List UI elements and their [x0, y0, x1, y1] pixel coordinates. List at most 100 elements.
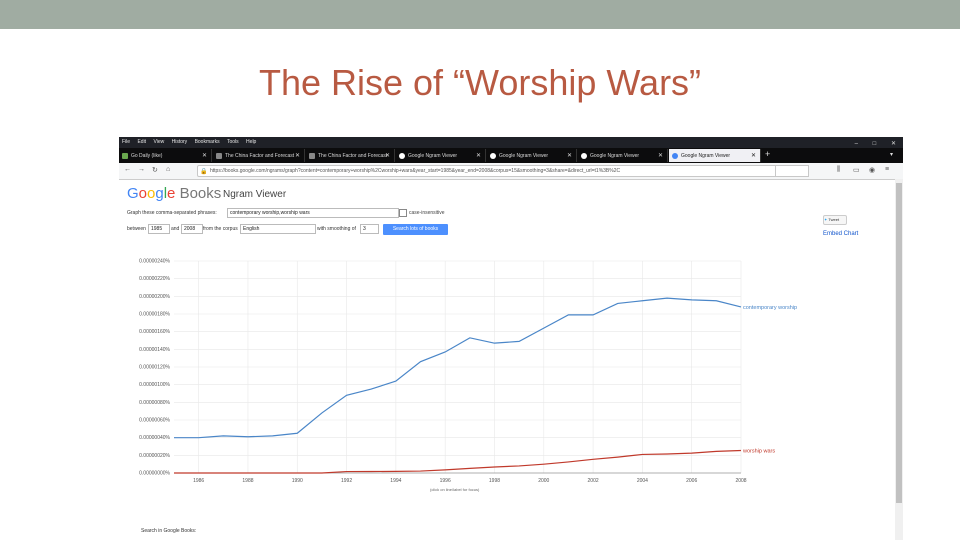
- close-tab-icon[interactable]: ✕: [294, 153, 300, 159]
- tab-favicon-icon: [122, 152, 128, 159]
- menu-edit[interactable]: Edit: [137, 139, 147, 145]
- tab-label: The China Factor and Forecast: [318, 152, 388, 159]
- slide-top-bar: [0, 0, 960, 29]
- close-tab-icon[interactable]: ✕: [201, 153, 207, 159]
- close-tab-icon[interactable]: ✕: [750, 153, 756, 159]
- x-tick-label: 2002: [588, 478, 599, 484]
- tab-favicon-icon: [399, 152, 405, 159]
- close-tab-icon[interactable]: ✕: [657, 153, 663, 159]
- tweet-label: Tweet: [828, 217, 840, 222]
- and-label: and: [171, 226, 180, 232]
- series-label-1: contemporary worship: [743, 305, 797, 311]
- close-tab-icon[interactable]: ✕: [566, 153, 572, 159]
- series-label-2: worship wars: [742, 448, 775, 454]
- tab-1[interactable]: Go Daily (like) ✕: [119, 149, 212, 162]
- y-tick-label: 0.00000060%: [139, 418, 170, 424]
- smoothing-label: with smoothing of: [317, 226, 356, 232]
- tab-favicon-icon: [581, 152, 587, 159]
- tab-list-icon[interactable]: ▾: [889, 152, 893, 158]
- series-line-1: [174, 297, 742, 439]
- case-insensitive-checkbox[interactable]: [399, 209, 407, 217]
- window-controls: – □ ✕: [845, 138, 899, 147]
- minimize-icon[interactable]: –: [854, 141, 858, 147]
- tab-favicon-icon: [672, 152, 678, 159]
- tab-label: Go Daily (like): [131, 152, 163, 159]
- menu-bar: File Edit View History Bookmarks Tools H…: [119, 137, 903, 148]
- x-tick-label: 1996: [440, 478, 451, 484]
- chart-credit: (click on line/label for focus): [430, 487, 480, 492]
- y-tick-label: 0.00000020%: [139, 453, 170, 459]
- x-tick-label: 2008: [735, 478, 746, 484]
- y-tick-label: 0.00000100%: [139, 382, 170, 388]
- menu-help[interactable]: Help: [246, 139, 257, 145]
- case-insensitive-label: case-insensitive: [409, 210, 445, 216]
- x-tick-label: 2006: [686, 478, 697, 484]
- library-icon[interactable]: ⫼: [837, 166, 841, 173]
- browser-screenshot: File Edit View History Bookmarks Tools H…: [119, 137, 903, 540]
- y-tick-label: 0.00000200%: [139, 294, 170, 300]
- browser-search-box[interactable]: [775, 165, 809, 177]
- tab-4[interactable]: Google Ngram Viewer ✕: [396, 149, 486, 162]
- close-window-icon[interactable]: ✕: [890, 141, 896, 147]
- y-tick-label: 0.00000000%: [139, 471, 170, 477]
- forward-icon[interactable]: →: [138, 166, 145, 173]
- lock-icon: 🔒: [200, 169, 208, 175]
- y-tick-label: 0.00000080%: [139, 400, 170, 406]
- menu-file[interactable]: File: [122, 139, 131, 145]
- hamburger-menu-icon[interactable]: ≡: [885, 166, 890, 173]
- ngram-viewer-title: Ngram Viewer: [223, 189, 287, 200]
- start-year-input[interactable]: 1985: [148, 224, 170, 234]
- tab-label: Google Ngram Viewer: [408, 152, 458, 159]
- tab-7-active[interactable]: Google Ngram Viewer ✕: [669, 149, 761, 162]
- y-tick-label: 0.00000040%: [139, 435, 170, 441]
- tab-label: Google Ngram Viewer: [590, 152, 640, 159]
- tab-label: The China Factor and Forecast: [225, 152, 295, 159]
- address-bar[interactable]: https://books.google.com/ngrams/graph?co…: [197, 165, 785, 177]
- scrollbar-thumb[interactable]: [896, 183, 902, 503]
- tab-favicon-icon: [216, 152, 222, 159]
- corpus-label: from the corpus: [203, 226, 238, 232]
- new-tab-icon[interactable]: +: [765, 149, 771, 159]
- y-tick-label: 0.00000140%: [139, 347, 170, 353]
- x-tick-label: 1992: [341, 478, 352, 484]
- end-year-input[interactable]: 2008: [181, 224, 203, 234]
- search-books-button[interactable]: Search lots of books: [383, 224, 448, 235]
- menu-tools[interactable]: Tools: [226, 139, 239, 145]
- query-input[interactable]: contemporary worship,worship wars: [227, 208, 399, 218]
- tab-label: Google Ngram Viewer: [499, 152, 549, 159]
- x-tick-label: 1998: [489, 478, 500, 484]
- reload-icon[interactable]: ↻: [152, 167, 158, 174]
- menu-bookmarks[interactable]: Bookmarks: [194, 139, 220, 145]
- menu-history[interactable]: History: [171, 139, 188, 145]
- smoothing-select[interactable]: 3: [360, 224, 379, 234]
- x-tick-label: 1990: [292, 478, 303, 484]
- tab-bar: Go Daily (like) ✕ The China Factor and Fo…: [119, 148, 903, 163]
- maximize-icon[interactable]: □: [872, 141, 877, 147]
- tab-3[interactable]: The China Factor and Forecast ✕: [306, 149, 395, 162]
- close-tab-icon[interactable]: ✕: [475, 153, 481, 159]
- tab-5[interactable]: Google Ngram Viewer ✕: [487, 149, 577, 162]
- home-icon[interactable]: ⌂: [166, 166, 171, 173]
- tweet-button[interactable]: ✦ Tweet: [823, 215, 847, 225]
- y-tick-label: 0.00000160%: [139, 329, 170, 335]
- tab-favicon-icon: [490, 152, 496, 159]
- x-tick-label: 1986: [193, 478, 204, 484]
- tab-2[interactable]: The China Factor and Forecast ✕: [213, 149, 305, 162]
- x-tick-label: 1988: [242, 478, 253, 484]
- google-books-logo[interactable]: Google Books: [127, 185, 222, 202]
- twitter-icon: ✦: [824, 217, 828, 222]
- tab-6[interactable]: Google Ngram Viewer ✕: [578, 149, 668, 162]
- tab-label: Google Ngram Viewer: [681, 152, 731, 159]
- sidebar-icon[interactable]: ▭: [853, 167, 860, 174]
- x-tick-label: 2000: [538, 478, 549, 484]
- extension-icon[interactable]: ◉: [869, 167, 876, 174]
- embed-chart-link[interactable]: Embed Chart: [823, 231, 859, 237]
- between-label: between: [127, 226, 146, 232]
- y-tick-label: 0.00000220%: [139, 276, 170, 282]
- navigation-bar: ← → ↻ ⌂ https://books.google.com/ngrams/…: [119, 163, 903, 180]
- menu-view[interactable]: View: [153, 139, 165, 145]
- search-google-books-label: Search in Google Books:: [141, 528, 197, 534]
- back-icon[interactable]: ←: [124, 166, 131, 173]
- corpus-select[interactable]: English: [240, 224, 316, 234]
- close-tab-icon[interactable]: ✕: [384, 153, 390, 159]
